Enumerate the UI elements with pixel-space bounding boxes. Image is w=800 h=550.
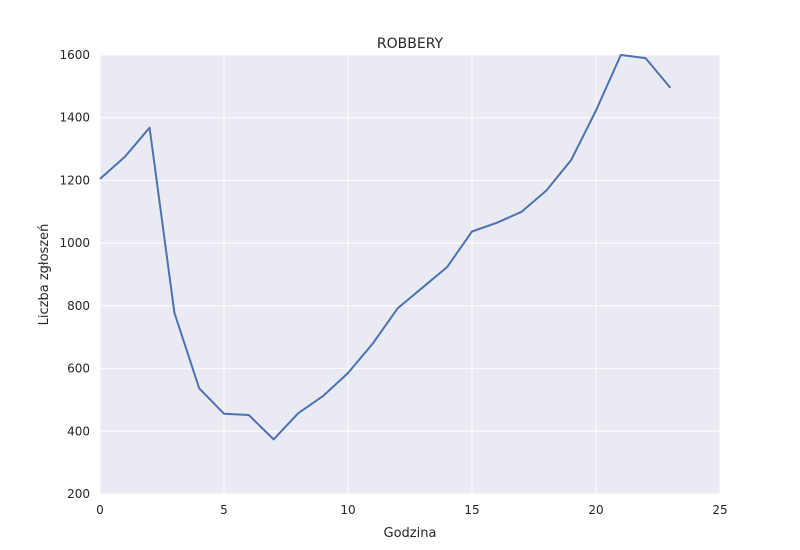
x-tick-labels: 0 5 10 15 20 25 — [96, 503, 727, 517]
x-tick-label: 5 — [220, 503, 228, 517]
y-tick-label: 600 — [67, 362, 90, 376]
grid-lines — [99, 54, 721, 495]
y-tick-label: 1200 — [59, 173, 90, 187]
series-line — [99, 54, 672, 441]
x-tick-label: 25 — [712, 503, 727, 517]
series-lines — [99, 54, 672, 441]
y-tick-labels: 200 400 600 800 1000 1200 1400 1600 — [59, 48, 90, 501]
y-axis-label: Liczba zgłoszeń — [37, 224, 52, 326]
x-tick-label: 20 — [588, 503, 603, 517]
x-tick-label: 10 — [340, 503, 355, 517]
chart-title: ROBBERY — [377, 36, 444, 52]
x-tick-label: 0 — [96, 503, 104, 517]
y-tick-label: 1000 — [59, 236, 90, 250]
x-axis-label: Godzina — [384, 526, 437, 541]
y-tick-label: 1400 — [59, 111, 90, 125]
y-tick-label: 200 — [67, 487, 90, 501]
y-tick-label: 800 — [67, 299, 90, 313]
y-tick-label: 400 — [67, 424, 90, 438]
y-tick-label: 1600 — [59, 48, 90, 62]
plot-background — [100, 55, 720, 494]
x-tick-label: 15 — [464, 503, 479, 517]
